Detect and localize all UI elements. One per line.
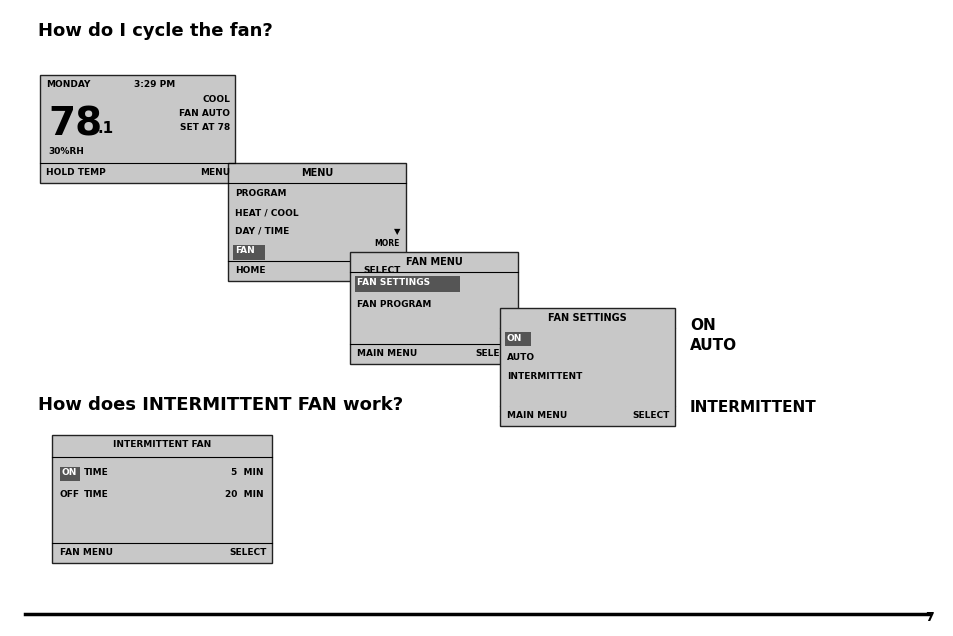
Text: AUTO: AUTO <box>689 338 737 353</box>
Text: ▼: ▼ <box>393 227 399 236</box>
Text: ON: ON <box>62 468 77 477</box>
Text: INTERMITTENT: INTERMITTENT <box>689 400 816 415</box>
Text: FAN PROGRAM: FAN PROGRAM <box>356 300 431 309</box>
Bar <box>40 75 234 183</box>
Text: SELECT: SELECT <box>632 411 669 420</box>
Bar <box>350 252 517 364</box>
Text: COOL: COOL <box>202 95 230 104</box>
Text: TIME: TIME <box>84 468 109 477</box>
Text: AUTO: AUTO <box>506 353 535 362</box>
Text: 7: 7 <box>924 611 933 624</box>
Text: SET AT 78: SET AT 78 <box>179 123 230 132</box>
Bar <box>499 308 675 426</box>
Text: 30%RH: 30%RH <box>48 147 84 156</box>
Bar <box>228 163 406 281</box>
Text: PROGRAM: PROGRAM <box>234 189 286 198</box>
Text: MORE: MORE <box>375 239 399 248</box>
Text: INTERMITTENT: INTERMITTENT <box>506 372 581 381</box>
Bar <box>60 467 80 481</box>
Text: OFF: OFF <box>60 490 80 499</box>
Bar <box>504 332 531 346</box>
Text: How do I cycle the fan?: How do I cycle the fan? <box>38 22 273 40</box>
Text: MONDAY: MONDAY <box>46 80 91 89</box>
Bar <box>233 245 265 260</box>
Text: FAN MENU: FAN MENU <box>60 548 112 557</box>
Text: MENU: MENU <box>300 168 333 178</box>
Text: 3:29 PM: 3:29 PM <box>133 80 174 89</box>
Bar <box>52 435 272 563</box>
Text: FAN MENU: FAN MENU <box>405 257 462 267</box>
Text: 20  MIN: 20 MIN <box>225 490 264 499</box>
Text: 78: 78 <box>48 105 102 143</box>
Text: HEAT / COOL: HEAT / COOL <box>234 208 298 217</box>
Text: MAIN MENU: MAIN MENU <box>356 349 416 358</box>
Text: FAN AUTO: FAN AUTO <box>179 109 230 118</box>
Text: 5  MIN: 5 MIN <box>232 468 264 477</box>
Text: FAN SETTINGS: FAN SETTINGS <box>356 278 430 287</box>
Text: ON: ON <box>689 318 715 333</box>
Text: SELECT: SELECT <box>363 266 400 275</box>
Text: MAIN MENU: MAIN MENU <box>506 411 567 420</box>
Text: ON: ON <box>506 334 522 343</box>
Text: How does INTERMITTENT FAN work?: How does INTERMITTENT FAN work? <box>38 396 403 414</box>
Text: HOLD TEMP: HOLD TEMP <box>46 168 106 177</box>
Text: DAY / TIME: DAY / TIME <box>234 227 289 236</box>
Bar <box>355 276 459 292</box>
Text: FAN: FAN <box>234 246 254 255</box>
Text: INTERMITTENT FAN: INTERMITTENT FAN <box>112 440 211 449</box>
Text: .1: .1 <box>98 121 114 136</box>
Text: SELECT: SELECT <box>476 349 513 358</box>
Text: SELECT: SELECT <box>230 548 267 557</box>
Text: FAN SETTINGS: FAN SETTINGS <box>547 313 626 323</box>
Text: HOME: HOME <box>234 266 265 275</box>
Text: TIME: TIME <box>84 490 109 499</box>
Text: MENU: MENU <box>200 168 230 177</box>
